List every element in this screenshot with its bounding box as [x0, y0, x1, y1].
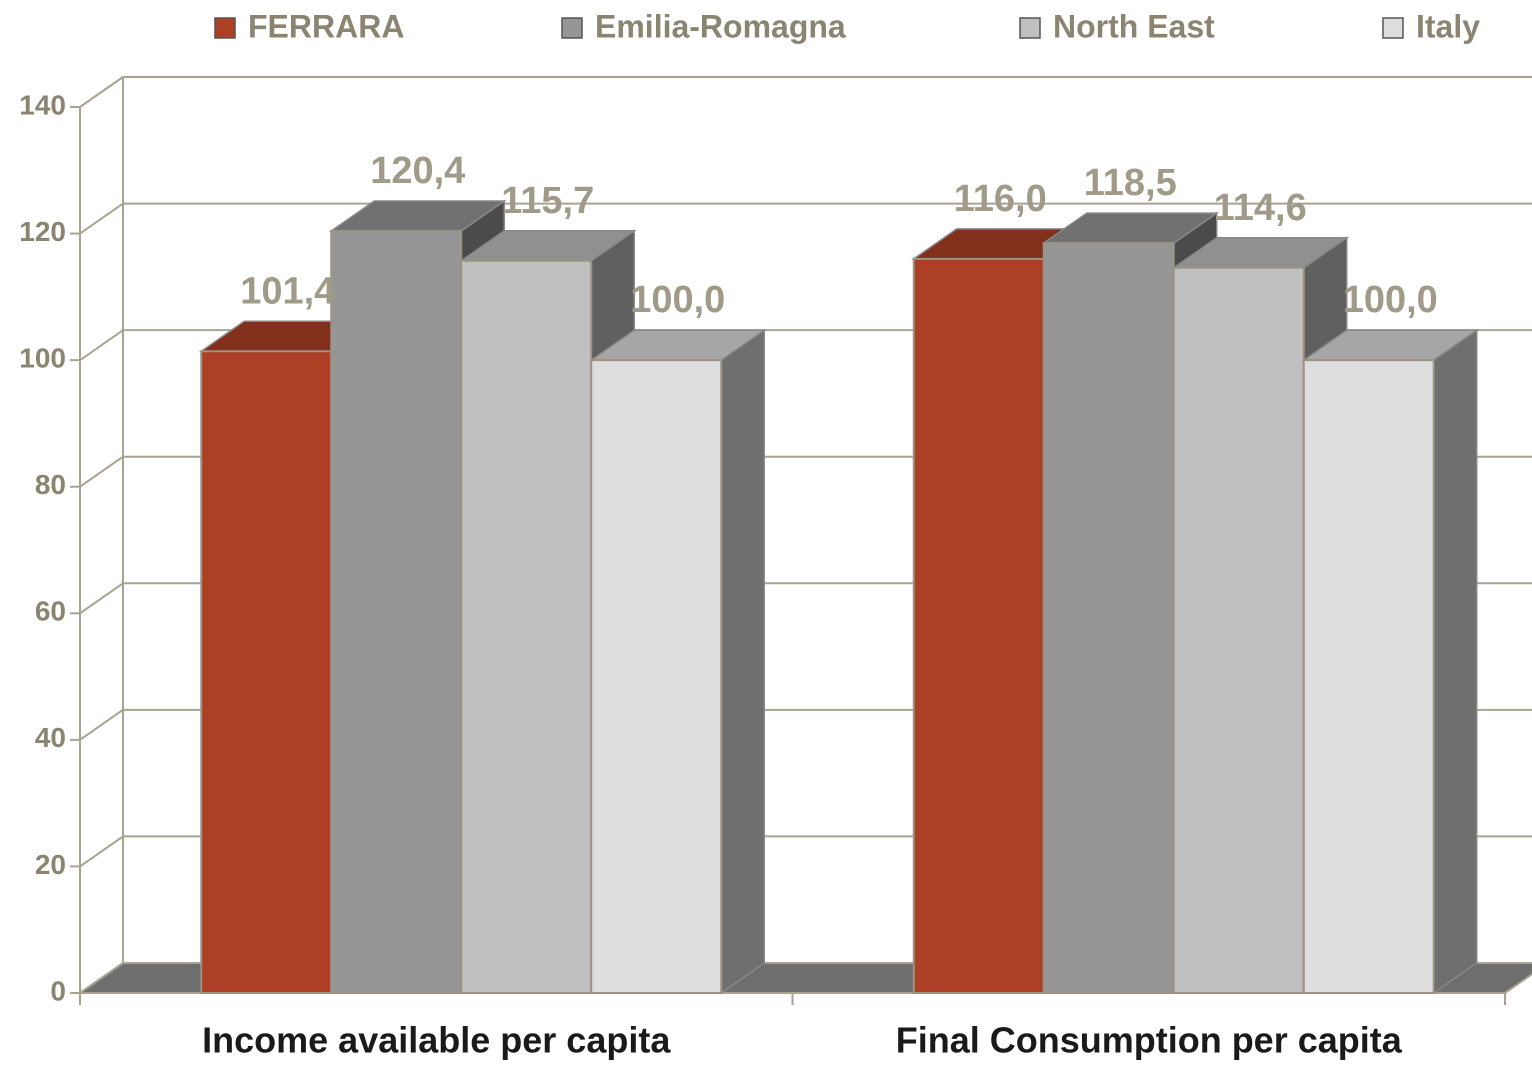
- bar: [1042, 242, 1175, 995]
- grid-line-side: [79, 582, 124, 615]
- bar: [330, 230, 463, 995]
- value-label: 116,0: [954, 178, 1047, 220]
- y-tick-label: 60: [35, 596, 66, 627]
- bar-side: [1433, 328, 1478, 995]
- value-label: 100,0: [1343, 279, 1438, 321]
- x-tick-label: Final Consumption per capita: [896, 1020, 1403, 1061]
- legend-label: Emilia-Romagna: [595, 8, 846, 44]
- grid-line-side: [79, 76, 124, 108]
- grid-line-side: [79, 455, 124, 488]
- legend-label: FERRARA: [248, 8, 404, 44]
- x-tick-label: Income available per capita: [202, 1020, 671, 1061]
- legend-label: Italy: [1416, 8, 1480, 44]
- y-tick-label: 140: [19, 89, 66, 120]
- y-tick-label: 80: [35, 469, 66, 500]
- legend-swatch: [1019, 17, 1041, 39]
- bar: [912, 257, 1045, 994]
- bar: [590, 359, 723, 994]
- value-label: 118,5: [1084, 162, 1177, 204]
- value-label: 101,4: [240, 270, 335, 312]
- legend-swatch: [561, 17, 583, 39]
- y-tick-label: 20: [35, 849, 66, 880]
- y-tick-label: 120: [19, 216, 66, 247]
- value-label: 114,6: [1214, 187, 1307, 229]
- y-tick-label: 0: [50, 975, 66, 1006]
- bar: [1302, 359, 1435, 994]
- legend-label: North East: [1053, 8, 1215, 44]
- grid-line-side: [79, 835, 124, 868]
- bar: [200, 350, 333, 995]
- grid-line-side: [79, 709, 124, 741]
- value-label: 115,7: [501, 180, 594, 222]
- bar: [1172, 266, 1305, 994]
- legend-swatch: [1382, 17, 1404, 39]
- y-tick-label: 40: [35, 722, 66, 753]
- y-tick-label: 100: [19, 343, 66, 374]
- value-label: 100,0: [630, 279, 725, 321]
- legend-swatch: [214, 17, 236, 39]
- bar-side: [720, 328, 765, 995]
- bar: [460, 259, 593, 994]
- grid-line-side: [79, 202, 124, 235]
- grid-line-side: [79, 329, 124, 361]
- value-label: 120,4: [370, 150, 465, 192]
